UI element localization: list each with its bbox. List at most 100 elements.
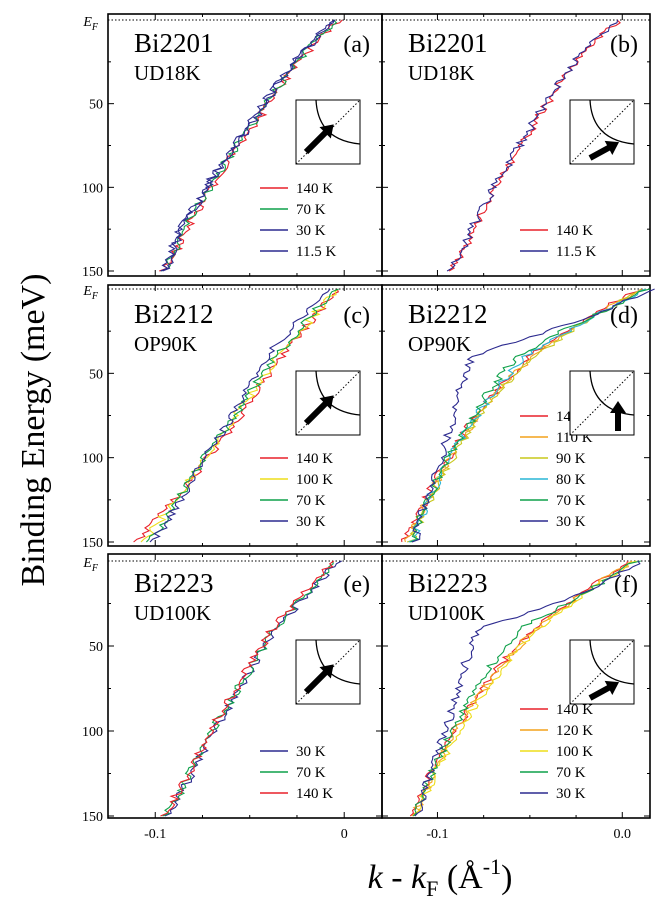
brillouin-zone-inset (569, 370, 635, 436)
y-tick-label: 100 (82, 181, 103, 196)
legend-label: 120 K (556, 723, 593, 739)
arrow-head-icon (604, 140, 620, 155)
panel-b: 140 K 11.5 K Bi2201 UD18K (b) (381, 13, 651, 277)
sample-label: Bi2223 (134, 568, 214, 598)
ef-label-sub: F (91, 22, 99, 33)
legend-label: 140 K (556, 223, 593, 239)
ef-label-base: E (82, 284, 92, 299)
x-tick-label: 0.0 (614, 827, 632, 842)
series-line (411, 288, 655, 543)
legend-label: 70 K (556, 765, 586, 781)
series-line (408, 288, 646, 543)
x-tick-label: 0 (341, 827, 348, 842)
x-axis-label: k - kF (Å-1) (368, 854, 513, 900)
arrow-shaft (588, 143, 614, 161)
legend-label: 70 K (296, 765, 326, 781)
doping-label: UD100K (408, 601, 485, 625)
legend-label: 30 K (296, 223, 326, 239)
arrow-shaft (303, 127, 331, 155)
sample-label: Bi2212 (134, 299, 214, 329)
y-tick-label: 50 (89, 640, 103, 655)
x-tick-label: -0.1 (426, 827, 448, 842)
legend-label: 100 K (556, 744, 593, 760)
inset-diagonal (569, 639, 635, 705)
sample-label: Bi2223 (408, 568, 488, 598)
y-tick-label: 100 (82, 452, 103, 467)
arrow-head-icon (319, 395, 334, 410)
inset-frame (569, 370, 635, 436)
fermi-surface (589, 639, 635, 685)
series-line (162, 19, 335, 272)
panel-tag: (d) (610, 303, 638, 329)
inset-diagonal (569, 370, 635, 436)
arrow-head-icon (319, 124, 334, 139)
ef-label: EF (82, 556, 99, 574)
series-line (448, 19, 621, 272)
series-line (160, 560, 335, 817)
brillouin-zone-inset (569, 639, 635, 705)
series-line (410, 288, 651, 543)
legend-label: 140 K (296, 786, 333, 802)
series-line (446, 19, 619, 272)
sample-label: Bi2201 (408, 28, 488, 58)
x-label-kf-sub: F (426, 876, 438, 900)
ef-label-base: E (82, 556, 92, 571)
panel-a: 50 100 150 EF 140 K 70 K 30 K 11.5 K Bi2201 UD18K… (82, 13, 383, 280)
legend-label: 30 K (556, 786, 586, 802)
fermi-surface (589, 99, 635, 145)
series-line (149, 288, 331, 543)
panel-tag: (b) (610, 32, 638, 58)
arrow-head-icon (604, 680, 620, 695)
arrow-head-icon (319, 664, 334, 679)
series-line (414, 560, 641, 817)
doping-label: OP90K (408, 332, 471, 356)
legend-label: 70 K (296, 202, 326, 218)
x-label-units-open: (Å (438, 859, 483, 896)
ef-label: EF (82, 284, 99, 302)
legend-label: 30 K (296, 514, 326, 530)
legend-label: 11.5 K (556, 244, 596, 260)
inset-diagonal (569, 99, 635, 165)
panel-f: -0.1 0.0 140 K 120 K 100 K 70 K 30 K Bi2223 UD10… (381, 553, 651, 842)
ef-label-sub: F (91, 563, 99, 574)
brillouin-zone-inset (295, 370, 361, 436)
legend-label: 100 K (296, 472, 333, 488)
series-line (406, 288, 642, 543)
y-tick-label: 150 (82, 265, 103, 280)
series-line (413, 560, 637, 817)
legend-label: 30 K (296, 744, 326, 760)
fermi-surface (589, 370, 635, 416)
legend-label: 140 K (296, 451, 333, 467)
legend-label: 30 K (556, 514, 586, 530)
legend-label: 70 K (556, 493, 586, 509)
inset-diagonal (295, 639, 361, 705)
sample-label: Bi2201 (134, 28, 214, 58)
doping-label: OP90K (134, 332, 197, 356)
x-label-units-close: ) (501, 859, 512, 896)
inset-diagonal (295, 99, 361, 165)
legend-label: 140 K (296, 181, 333, 197)
inset-diagonal (295, 370, 361, 436)
ef-label-sub: F (91, 291, 99, 302)
panel-tag: (f) (614, 572, 638, 598)
legend-label: 11.5 K (296, 244, 336, 260)
ef-label-base: E (82, 15, 92, 30)
panel-e: 50 100 150 EF -0.1 0 30 K 70 K 140 K Bi2223 UD100K… (82, 553, 383, 842)
series-line (160, 19, 336, 272)
x-label-k: k (368, 859, 384, 896)
series-line (409, 560, 629, 817)
panel-tag: (a) (343, 32, 370, 58)
brillouin-zone-inset (569, 99, 635, 165)
x-tick-label: -0.1 (144, 827, 166, 842)
y-tick-label: 50 (89, 367, 103, 382)
y-tick-label: 150 (82, 810, 103, 825)
series-line (412, 560, 641, 817)
series-line (145, 288, 339, 543)
legend-label: 70 K (296, 493, 326, 509)
legend-label: 80 K (556, 472, 586, 488)
arrow-shaft (303, 398, 331, 426)
panel-c: 50 100 150 EF 140 K 100 K 70 K 30 K Bi2212 OP90K (… (82, 284, 383, 551)
brillouin-zone-inset (295, 639, 361, 705)
